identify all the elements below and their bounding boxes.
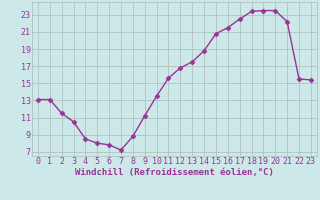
- X-axis label: Windchill (Refroidissement éolien,°C): Windchill (Refroidissement éolien,°C): [75, 168, 274, 177]
